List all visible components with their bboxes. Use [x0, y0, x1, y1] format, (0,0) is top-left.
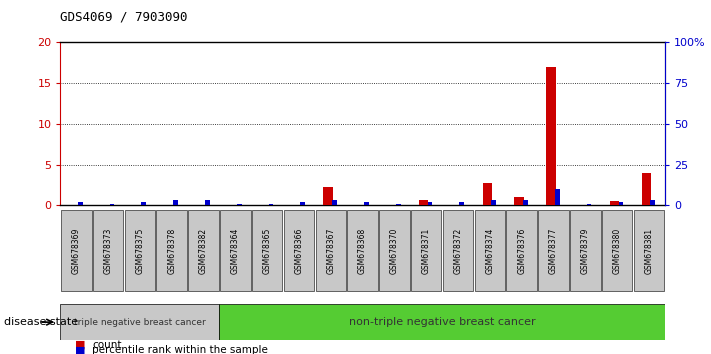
Bar	[610, 201, 619, 205]
Text: GSM678364: GSM678364	[231, 228, 240, 274]
FancyBboxPatch shape	[506, 210, 537, 291]
Bar	[205, 200, 210, 205]
Text: GSM678367: GSM678367	[326, 228, 336, 274]
Text: GSM678378: GSM678378	[167, 228, 176, 274]
Text: GSM678371: GSM678371	[422, 228, 431, 274]
FancyBboxPatch shape	[570, 210, 601, 291]
Text: GSM678366: GSM678366	[294, 228, 304, 274]
Bar	[523, 200, 528, 205]
Bar	[301, 202, 305, 205]
Text: GSM678376: GSM678376	[517, 228, 526, 274]
Text: GSM678375: GSM678375	[136, 228, 144, 274]
FancyBboxPatch shape	[348, 210, 378, 291]
FancyBboxPatch shape	[61, 210, 92, 291]
Text: ■: ■	[75, 346, 85, 354]
FancyBboxPatch shape	[474, 210, 505, 291]
Bar	[141, 202, 146, 205]
FancyBboxPatch shape	[93, 210, 124, 291]
FancyBboxPatch shape	[60, 304, 220, 340]
Text: GSM678374: GSM678374	[486, 228, 494, 274]
Bar	[237, 204, 242, 205]
FancyBboxPatch shape	[220, 210, 251, 291]
Bar	[332, 200, 337, 205]
Bar	[109, 204, 114, 205]
Text: GSM678380: GSM678380	[613, 228, 621, 274]
FancyBboxPatch shape	[443, 210, 474, 291]
Text: GSM678370: GSM678370	[390, 228, 399, 274]
Text: GSM678369: GSM678369	[72, 228, 81, 274]
Text: GSM678379: GSM678379	[581, 228, 589, 274]
Bar	[491, 200, 496, 205]
Bar	[555, 189, 560, 205]
Text: GSM678381: GSM678381	[644, 228, 653, 274]
Bar	[364, 202, 369, 205]
Bar	[651, 200, 655, 205]
Bar	[77, 202, 82, 205]
Bar	[427, 202, 432, 205]
Text: count: count	[92, 340, 122, 350]
FancyBboxPatch shape	[284, 210, 314, 291]
FancyBboxPatch shape	[316, 210, 346, 291]
Text: GSM678373: GSM678373	[104, 228, 112, 274]
Text: GSM678365: GSM678365	[262, 228, 272, 274]
Bar	[173, 200, 178, 205]
Text: ■: ■	[75, 340, 85, 350]
Bar	[324, 187, 333, 205]
FancyBboxPatch shape	[188, 210, 219, 291]
Bar	[269, 204, 274, 205]
FancyBboxPatch shape	[538, 210, 569, 291]
Bar	[514, 197, 524, 205]
Text: GDS4069 / 7903090: GDS4069 / 7903090	[60, 11, 188, 24]
Bar	[483, 183, 492, 205]
Text: non-triple negative breast cancer: non-triple negative breast cancer	[349, 317, 535, 327]
Text: disease state: disease state	[4, 317, 77, 327]
Bar	[619, 202, 624, 205]
Text: triple negative breast cancer: triple negative breast cancer	[74, 318, 205, 327]
Text: GSM678377: GSM678377	[549, 228, 558, 274]
Bar	[587, 204, 592, 205]
FancyBboxPatch shape	[252, 210, 282, 291]
FancyBboxPatch shape	[602, 210, 632, 291]
FancyBboxPatch shape	[379, 210, 410, 291]
FancyBboxPatch shape	[634, 210, 664, 291]
Bar	[396, 204, 400, 205]
Bar	[546, 67, 556, 205]
FancyBboxPatch shape	[220, 304, 665, 340]
Bar	[641, 173, 651, 205]
Bar	[419, 200, 429, 205]
FancyBboxPatch shape	[411, 210, 442, 291]
Text: GSM678372: GSM678372	[454, 228, 463, 274]
Text: percentile rank within the sample: percentile rank within the sample	[92, 346, 268, 354]
FancyBboxPatch shape	[156, 210, 187, 291]
FancyBboxPatch shape	[124, 210, 155, 291]
Bar	[459, 202, 464, 205]
Text: GSM678368: GSM678368	[358, 228, 367, 274]
Text: GSM678382: GSM678382	[199, 228, 208, 274]
